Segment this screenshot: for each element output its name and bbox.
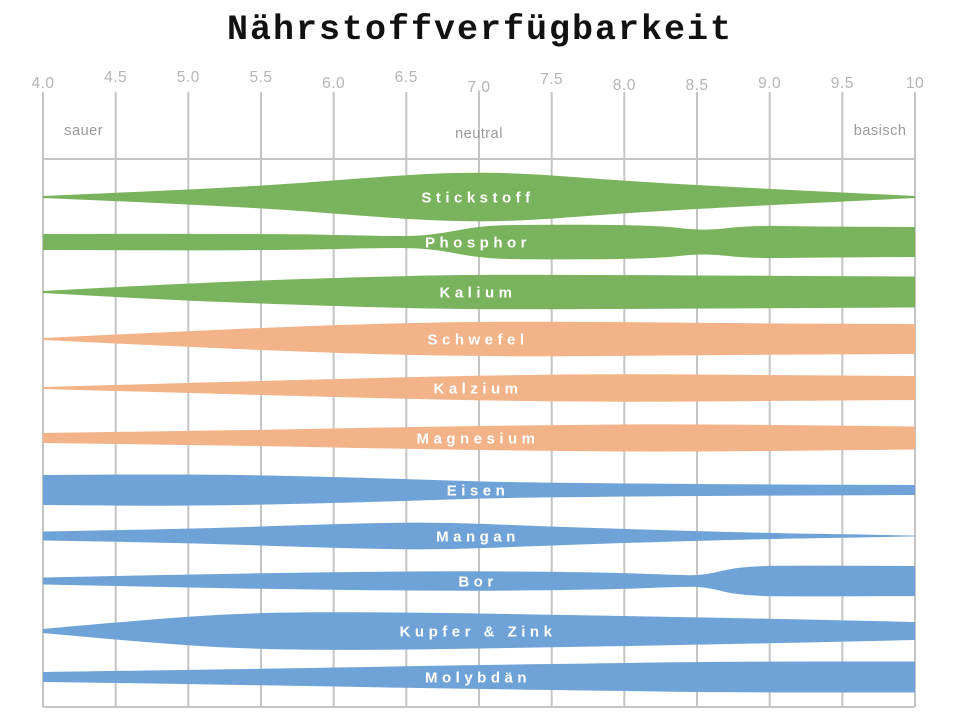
- ph-axis-tick-label: 6.5: [395, 69, 418, 86]
- band-kupfer-zink: [43, 612, 915, 650]
- band-label-bor: Bor: [458, 574, 497, 591]
- band-label-phosphor: Phosphor: [425, 235, 531, 252]
- band-mangan: [43, 522, 915, 550]
- band-label-kupfer-zink: Kupfer & Zink: [400, 624, 557, 641]
- band-molybd-n: [43, 661, 915, 693]
- ph-axis-tick-label: 10: [906, 75, 924, 92]
- ph-zone-label-neutral: neutral: [455, 126, 503, 142]
- band-label-molybd-n: Molybdän: [425, 670, 531, 687]
- ph-zone-label-sauer: sauer: [64, 123, 103, 139]
- band-magnesium: [43, 424, 915, 452]
- ph-axis-tick-label: 4.0: [31, 75, 54, 92]
- ph-zone-label-basisch: basisch: [854, 123, 907, 139]
- ph-axis-tick-label: 5.0: [177, 69, 200, 86]
- band-label-eisen: Eisen: [447, 483, 510, 500]
- band-label-stickstoff: Stickstoff: [421, 190, 534, 207]
- ph-axis-tick-label: 6.0: [322, 75, 345, 92]
- band-label-magnesium: Magnesium: [416, 431, 539, 448]
- ph-axis-tick-label: 8.5: [685, 77, 708, 94]
- band-phosphor: [43, 224, 915, 260]
- ph-axis-tick-label: 5.5: [249, 69, 272, 86]
- ph-axis-tick-label: 7.0: [467, 79, 490, 96]
- ph-axis-tick-label: 9.5: [831, 75, 854, 92]
- band-kalzium: [43, 374, 915, 402]
- ph-axis-tick-label: 8.0: [613, 77, 636, 94]
- band-kalium: [43, 274, 915, 310]
- ph-axis-tick-label: 4.5: [104, 69, 127, 86]
- band-eisen: [43, 474, 915, 506]
- band-stickstoff: [43, 172, 915, 222]
- ph-axis-tick-label: 9.0: [758, 75, 781, 92]
- band-label-kalzium: Kalzium: [433, 381, 522, 398]
- band-label-schwefel: Schwefel: [427, 332, 528, 349]
- band-label-mangan: Mangan: [436, 529, 520, 546]
- chart-title: Nährstoffverfügbarkeit: [226, 10, 734, 50]
- ph-axis-tick-label: 7.5: [540, 71, 563, 88]
- band-schwefel: [43, 321, 915, 357]
- band-bor: [43, 565, 915, 597]
- band-label-kalium: Kalium: [439, 285, 516, 302]
